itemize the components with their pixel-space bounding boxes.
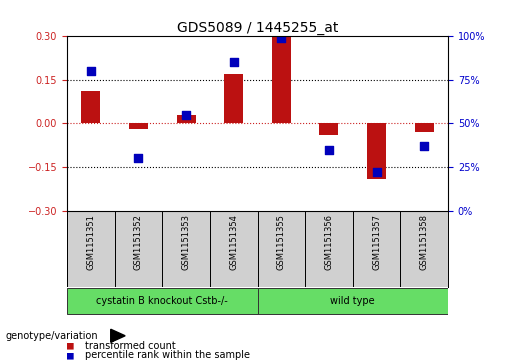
Text: transformed count: transformed count — [85, 340, 176, 351]
Bar — [353, 211, 401, 287]
Point — [182, 112, 190, 118]
Bar — [367, 123, 386, 179]
Text: percentile rank within the sample: percentile rank within the sample — [85, 350, 250, 360]
Bar — [258, 288, 448, 314]
Text: ■: ■ — [67, 340, 74, 351]
Bar — [129, 123, 148, 129]
Point — [277, 35, 285, 41]
Text: cystatin B knockout Cstb-/-: cystatin B knockout Cstb-/- — [96, 296, 228, 306]
Point — [420, 143, 428, 149]
Text: GSM1151351: GSM1151351 — [87, 214, 95, 270]
Bar — [224, 74, 243, 123]
Text: GSM1151352: GSM1151352 — [134, 214, 143, 270]
Text: GSM1151353: GSM1151353 — [182, 214, 191, 270]
Bar — [305, 211, 353, 287]
Bar — [177, 115, 196, 123]
Text: wild type: wild type — [331, 296, 375, 306]
Point — [134, 155, 143, 161]
Bar — [114, 211, 162, 287]
Bar — [272, 36, 291, 123]
Bar — [67, 288, 258, 314]
Point — [325, 147, 333, 152]
Text: GSM1151355: GSM1151355 — [277, 214, 286, 270]
Text: GSM1151357: GSM1151357 — [372, 214, 381, 270]
Text: genotype/variation: genotype/variation — [5, 331, 98, 341]
Title: GDS5089 / 1445255_at: GDS5089 / 1445255_at — [177, 21, 338, 35]
Text: GSM1151354: GSM1151354 — [229, 214, 238, 270]
Text: ■: ■ — [67, 350, 74, 360]
Bar — [319, 123, 338, 135]
Point — [230, 60, 238, 65]
Bar — [210, 211, 258, 287]
Bar — [67, 211, 115, 287]
Bar — [81, 91, 100, 123]
Polygon shape — [111, 329, 125, 342]
Text: GSM1151358: GSM1151358 — [420, 214, 428, 270]
Bar — [258, 211, 305, 287]
Point — [372, 169, 381, 175]
Text: GSM1151356: GSM1151356 — [324, 214, 333, 270]
Point — [87, 68, 95, 74]
Bar — [415, 123, 434, 132]
Bar — [401, 211, 448, 287]
Bar — [162, 211, 210, 287]
